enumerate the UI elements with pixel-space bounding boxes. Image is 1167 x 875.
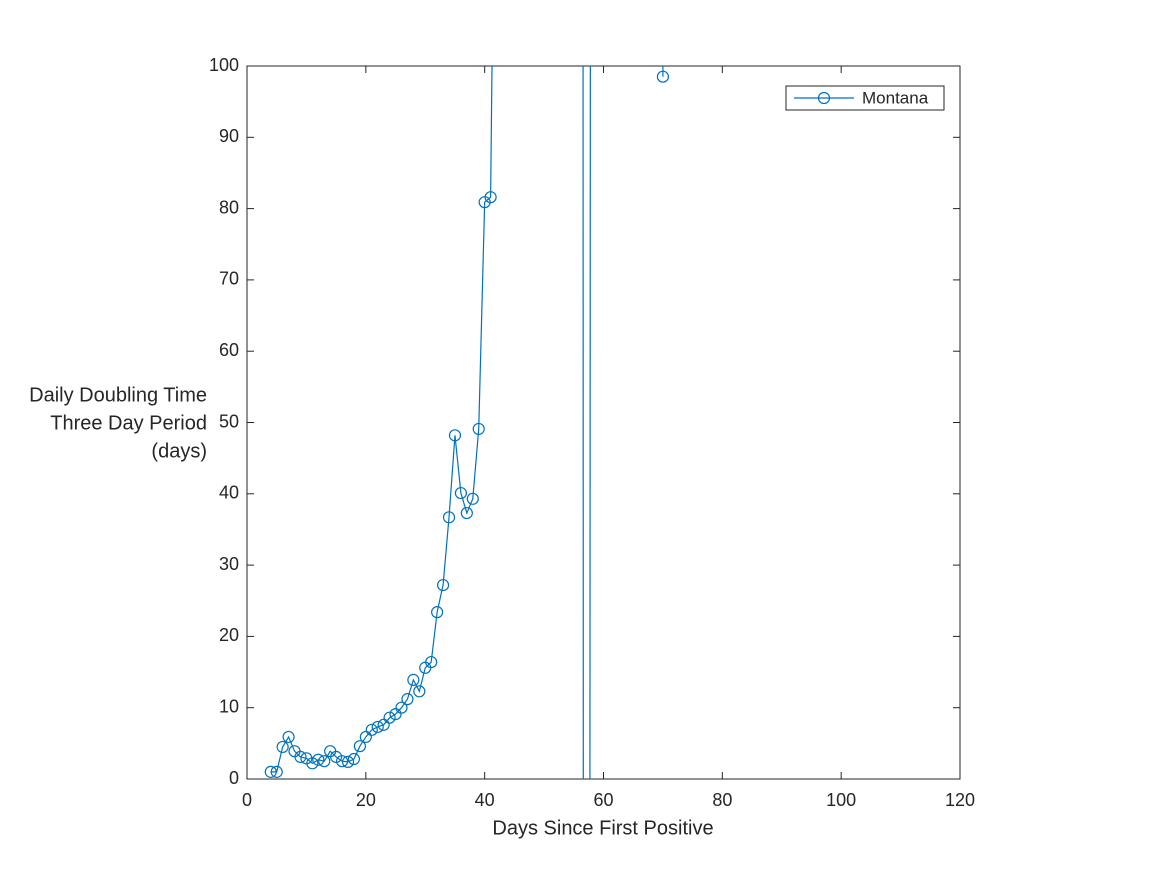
data-point — [377, 718, 390, 731]
x-tick-label: 20 — [356, 790, 376, 810]
x-tick-label: 0 — [242, 790, 252, 810]
x-axis-label: Days Since First Positive — [492, 817, 713, 839]
x-tick-label: 40 — [475, 790, 495, 810]
y-tick-label: 80 — [219, 197, 239, 217]
data-point — [276, 740, 289, 754]
data-point — [341, 755, 355, 768]
data-point — [466, 492, 479, 505]
data-point — [472, 422, 485, 436]
data-point — [318, 755, 331, 768]
y-tick-label: 10 — [219, 696, 239, 716]
y-tick-label: 40 — [219, 483, 239, 503]
data-point — [335, 755, 349, 768]
x-tick-label: 120 — [945, 790, 975, 810]
data-point — [448, 429, 462, 442]
data-point — [460, 506, 473, 520]
data-point — [425, 655, 438, 669]
data-point — [306, 757, 319, 770]
y-tick-label: 0 — [229, 768, 239, 788]
data-point — [353, 740, 366, 753]
data-point — [282, 730, 295, 744]
y-tick-label: 20 — [219, 625, 239, 645]
plot-content — [264, 66, 670, 779]
y-tick-label: 100 — [209, 55, 239, 75]
data-point — [294, 750, 307, 763]
y-tick-label: 70 — [219, 269, 239, 289]
data-point — [436, 578, 450, 592]
data-point — [401, 693, 414, 706]
x-tick-label: 80 — [712, 790, 732, 810]
y-tick-label: 90 — [219, 126, 239, 146]
y-tick-label: 60 — [219, 340, 239, 360]
data-point — [656, 70, 670, 83]
data-point — [312, 753, 325, 766]
data-point — [442, 511, 456, 524]
x-tick-label: 100 — [826, 790, 856, 810]
x-tick-label: 60 — [593, 790, 613, 810]
y-tick-label: 50 — [219, 411, 239, 431]
data-point — [264, 765, 277, 778]
y-axis-label: Three Day Period — [50, 412, 207, 434]
data-point — [484, 191, 497, 204]
data-point — [407, 673, 420, 686]
data-point — [371, 720, 384, 734]
data-point — [270, 765, 283, 778]
legend-marker — [817, 91, 831, 105]
data-line — [270, 66, 664, 779]
data-point — [395, 701, 408, 714]
data-point — [454, 486, 467, 500]
y-tick-label: 30 — [219, 554, 239, 574]
data-point — [431, 606, 444, 619]
data-point — [359, 730, 372, 744]
plot-area — [246, 65, 961, 780]
y-axis-label: Daily Doubling Time — [29, 384, 207, 406]
y-axis-label: (days) — [151, 440, 207, 462]
legend-label: Montana — [862, 88, 929, 107]
data-point — [383, 711, 396, 724]
data-point — [413, 685, 426, 698]
data-point — [347, 752, 361, 766]
data-point — [365, 723, 378, 736]
